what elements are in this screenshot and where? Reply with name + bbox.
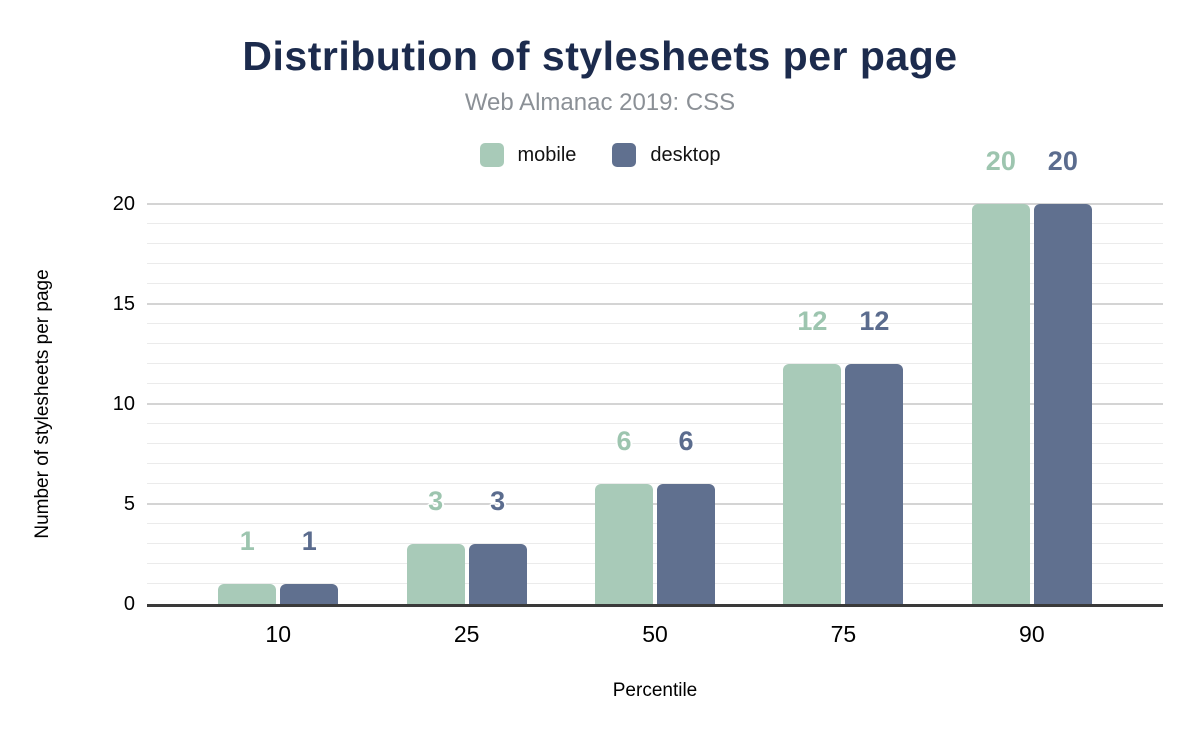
- bar-groups: 1 1 3 3 6 6 12 12 20 20: [147, 148, 1163, 604]
- bar-label-desktop-p10: 1: [301, 526, 317, 556]
- y-tick-20: 20: [112, 193, 135, 215]
- minor-gridline-11: [147, 383, 1163, 384]
- chart-subtitle: Web Almanac 2019: CSS: [464, 89, 736, 116]
- y-tick-10: 10: [112, 393, 135, 415]
- major-gridline-10: [147, 403, 1163, 405]
- x-tick-75: 75: [830, 621, 857, 647]
- minor-gridline-9: [147, 423, 1163, 424]
- chart-title: Distribution of stylesheets per page: [242, 33, 958, 79]
- legend-label-desktop: desktop: [650, 143, 721, 166]
- bar-mobile-p75: 12: [783, 308, 842, 604]
- bar-desktop-p10: 1: [280, 528, 339, 604]
- minor-gridline-13: [147, 343, 1163, 344]
- bar-label-mobile-p25: 3: [428, 486, 444, 516]
- bar-mobile-p90: 20: [971, 148, 1030, 604]
- minor-gridline-7: [147, 463, 1163, 464]
- bar-label-desktop-p75: 12: [859, 306, 890, 336]
- minor-gridline-4: [147, 523, 1163, 524]
- legend: mobile desktop: [0, 143, 1200, 167]
- y-tick-5: 5: [123, 493, 135, 515]
- bar-group-p75: 12 12: [749, 204, 937, 604]
- mobile-swatch-icon: [479, 143, 504, 167]
- minor-gridline-18: [147, 243, 1163, 244]
- bar-label-mobile-p75: 12: [797, 306, 828, 336]
- x-tick-90: 90: [1019, 621, 1045, 647]
- bar-label-desktop-p90: 20: [1047, 146, 1078, 176]
- desktop-swatch-icon: [612, 143, 637, 167]
- y-tick-15: 15: [112, 293, 135, 315]
- bar-desktop-p50: 6: [657, 428, 716, 604]
- x-tick-10: 10: [265, 621, 291, 647]
- bar-mobile-p10: 1: [218, 528, 277, 604]
- minor-gridline-2: [147, 563, 1163, 564]
- x-tick-25: 25: [453, 621, 480, 647]
- major-gridline-20: [147, 203, 1163, 205]
- bar-label-mobile-p90: 20: [985, 146, 1016, 176]
- x-axis-tick-labels: 10 25 50 75 90: [147, 620, 1163, 648]
- minor-gridline-6: [147, 483, 1163, 484]
- minor-gridline-19: [147, 223, 1163, 224]
- y-tick-0: 0: [123, 593, 135, 615]
- bar-desktop-p75: 12: [845, 308, 904, 604]
- bar-label-mobile-p10: 1: [239, 526, 255, 556]
- bar-label-desktop-p25: 3: [490, 486, 506, 516]
- minor-gridline-12: [147, 363, 1163, 364]
- bar-desktop-p25: 3: [468, 488, 527, 604]
- minor-gridline-17: [147, 263, 1163, 264]
- x-tick-50: 50: [642, 621, 668, 647]
- minor-gridline-8: [147, 443, 1163, 444]
- legend-item-desktop: desktop: [612, 143, 720, 167]
- major-gridline-5: [147, 503, 1163, 505]
- bar-mobile-p50: 6: [595, 428, 654, 604]
- major-gridline-15: [147, 303, 1163, 305]
- bar-label-mobile-p50: 6: [616, 426, 632, 456]
- minor-gridline-16: [147, 283, 1163, 284]
- legend-label-mobile: mobile: [517, 143, 577, 166]
- x-axis-title: Percentile: [612, 680, 698, 701]
- minor-gridline-3: [147, 543, 1163, 544]
- bar-mobile-p25: 3: [406, 488, 465, 604]
- y-axis-title: Number of stylesheets per page: [32, 269, 53, 539]
- minor-gridline-1: [147, 583, 1163, 584]
- plot-area: 1 1 3 3 6 6 12 12 20 20: [147, 148, 1163, 607]
- bar-group-p90: 20 20: [938, 148, 1126, 604]
- minor-gridline-14: [147, 323, 1163, 324]
- legend-item-mobile: mobile: [479, 143, 577, 167]
- bar-label-desktop-p50: 6: [678, 426, 694, 456]
- bar-desktop-p90: 20: [1033, 148, 1092, 604]
- y-axis-tick-labels: 0 5 10 15 20: [55, 0, 135, 742]
